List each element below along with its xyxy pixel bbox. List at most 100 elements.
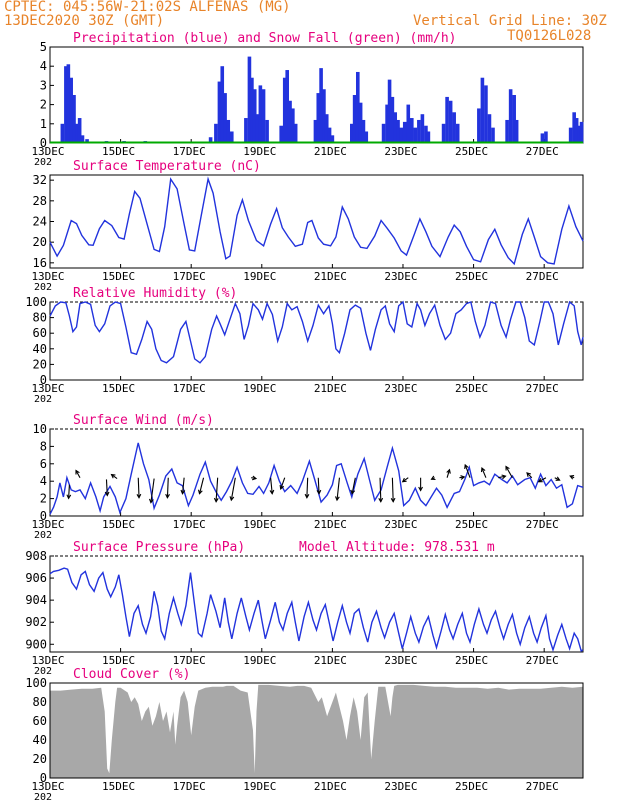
pressure-year-label: 202 <box>34 666 52 677</box>
wind-arrow-head <box>213 497 219 503</box>
humidity-xtick-label: 21DEC <box>314 382 347 395</box>
wind-arrow-head <box>446 468 451 474</box>
pressure-ytick-label: 904 <box>25 593 47 607</box>
wind-arrow-head <box>460 475 466 480</box>
precip-bar <box>313 119 318 143</box>
wind-arrow-head <box>75 469 80 475</box>
pressure-xtick-label: 19DEC <box>243 654 276 667</box>
precip-bar <box>417 119 421 143</box>
precip-ytick-label: 1 <box>40 117 47 131</box>
precip-bar <box>364 131 369 143</box>
wind-arrow-head <box>537 478 543 483</box>
wind-frame <box>49 428 584 517</box>
precip-xtick-label: 25DEC <box>455 145 488 158</box>
precip-bar <box>247 56 252 143</box>
wind-ytick-label: 10 <box>33 422 47 436</box>
pressure-panel <box>49 555 584 653</box>
precip-bar <box>258 85 263 143</box>
wind-arrow-shaft <box>446 469 451 478</box>
temperature-xtick-label: 17DEC <box>173 270 206 283</box>
precip-bar <box>413 127 418 143</box>
cloud-ytick-label: 40 <box>33 733 47 747</box>
wind-xtick-label: 15DEC <box>102 518 135 531</box>
wind-arrow-shaft <box>166 477 169 498</box>
wind-arrow-head <box>316 489 322 495</box>
pressure-xtick-label: 27DEC <box>526 654 559 667</box>
wind-arrow-shaft <box>336 477 340 501</box>
wind-arrow-shaft <box>505 466 513 478</box>
wind-arrow-shaft <box>306 477 309 498</box>
cloud-cover-area <box>50 684 583 778</box>
wind-ytick-label: 0 <box>40 509 47 523</box>
wind-arrow-head <box>505 465 510 471</box>
precip-bar <box>255 114 260 143</box>
wind-arrow-shaft <box>526 472 533 479</box>
precip-bar <box>410 118 414 143</box>
wind-arrow-head <box>390 497 396 503</box>
wind-arrow-head <box>165 493 170 499</box>
precip-bar <box>568 127 573 143</box>
header-station: CPTEC: 045:56W-21:02S ALFENAS (MG) <box>4 0 291 15</box>
wind-arrow-head <box>110 473 116 479</box>
precip-ytick-label: 2 <box>40 98 47 112</box>
wind-arrow-shaft <box>199 477 205 494</box>
precip-bar <box>69 77 73 143</box>
wind-ytick-label: 4 <box>40 474 47 488</box>
wind-arrow-head <box>526 472 532 477</box>
temperature-title: Surface Temperature (nC) <box>73 159 261 174</box>
precip-bar <box>261 89 266 143</box>
temperature-xtick-label: 13DEC <box>31 270 64 283</box>
precip-bar <box>385 104 389 143</box>
precip-bar <box>223 93 227 143</box>
wind-xtick-label: 23DEC <box>384 518 417 531</box>
precip-bar <box>540 133 545 143</box>
humidity-ytick-label: 60 <box>33 326 47 340</box>
wind-arrow-head <box>555 476 561 481</box>
precip-bar <box>322 89 326 143</box>
precip-ytick-label: 0 <box>40 136 47 150</box>
wind-arrow-shaft <box>230 477 236 501</box>
wind-arrow-shaft <box>379 477 382 502</box>
temperature-year-label: 202 <box>34 282 52 293</box>
temperature-xtick-label: 15DEC <box>102 270 135 283</box>
pressure-xtick-label: 25DEC <box>455 654 488 667</box>
wind-arrow-head <box>350 489 356 495</box>
wind-ytick-label: 6 <box>40 457 47 471</box>
humidity-xtick-label: 25DEC <box>455 382 488 395</box>
temperature-ytick-label: 16 <box>33 256 47 270</box>
precip-bar <box>406 104 411 143</box>
precip-bar <box>85 139 89 143</box>
precip-bar <box>288 100 292 143</box>
precip-title: Precipitation (blue) and Snow Fall (gree… <box>73 31 457 46</box>
precip-bar <box>64 66 68 143</box>
pressure-ytick-label: 906 <box>25 571 47 585</box>
cloud-panel <box>49 682 584 779</box>
precip-bar <box>579 121 584 143</box>
wind-ytick-label: 8 <box>40 439 47 453</box>
humidity-year-label: 202 <box>34 394 52 405</box>
temperature-ytick-label: 32 <box>33 173 47 187</box>
precip-bar <box>319 68 323 143</box>
precip-bar <box>572 112 576 143</box>
precip-bar <box>226 119 231 143</box>
wind-xtick-label: 27DEC <box>526 518 559 531</box>
precip-bar <box>402 121 407 143</box>
humidity-title: Relative Humidity (%) <box>73 286 237 301</box>
temperature-ytick-label: 20 <box>33 235 47 249</box>
wind-title: Surface Wind (m/s) <box>73 413 214 428</box>
wind-arrow-head <box>430 475 436 481</box>
wind-arrow-shaft <box>391 477 394 502</box>
precip-xtick-label: 23DEC <box>384 145 417 158</box>
humidity-ytick-label: 20 <box>33 357 47 371</box>
pressure-ytick-label: 902 <box>25 615 47 629</box>
precip-ytick-label: 4 <box>40 59 47 73</box>
cloud-xtick-label: 21DEC <box>314 780 347 793</box>
humidity-xtick-label: 27DEC <box>526 382 559 395</box>
wind-arrow-head <box>569 475 575 480</box>
precip-bar <box>480 77 485 143</box>
precip-xtick-label: 21DEC <box>314 145 347 158</box>
humidity-ytick-label: 100 <box>25 295 47 309</box>
precip-bar <box>220 66 225 143</box>
cloud-ytick-label: 0 <box>40 771 47 785</box>
wind-arrow-shaft <box>481 467 487 478</box>
